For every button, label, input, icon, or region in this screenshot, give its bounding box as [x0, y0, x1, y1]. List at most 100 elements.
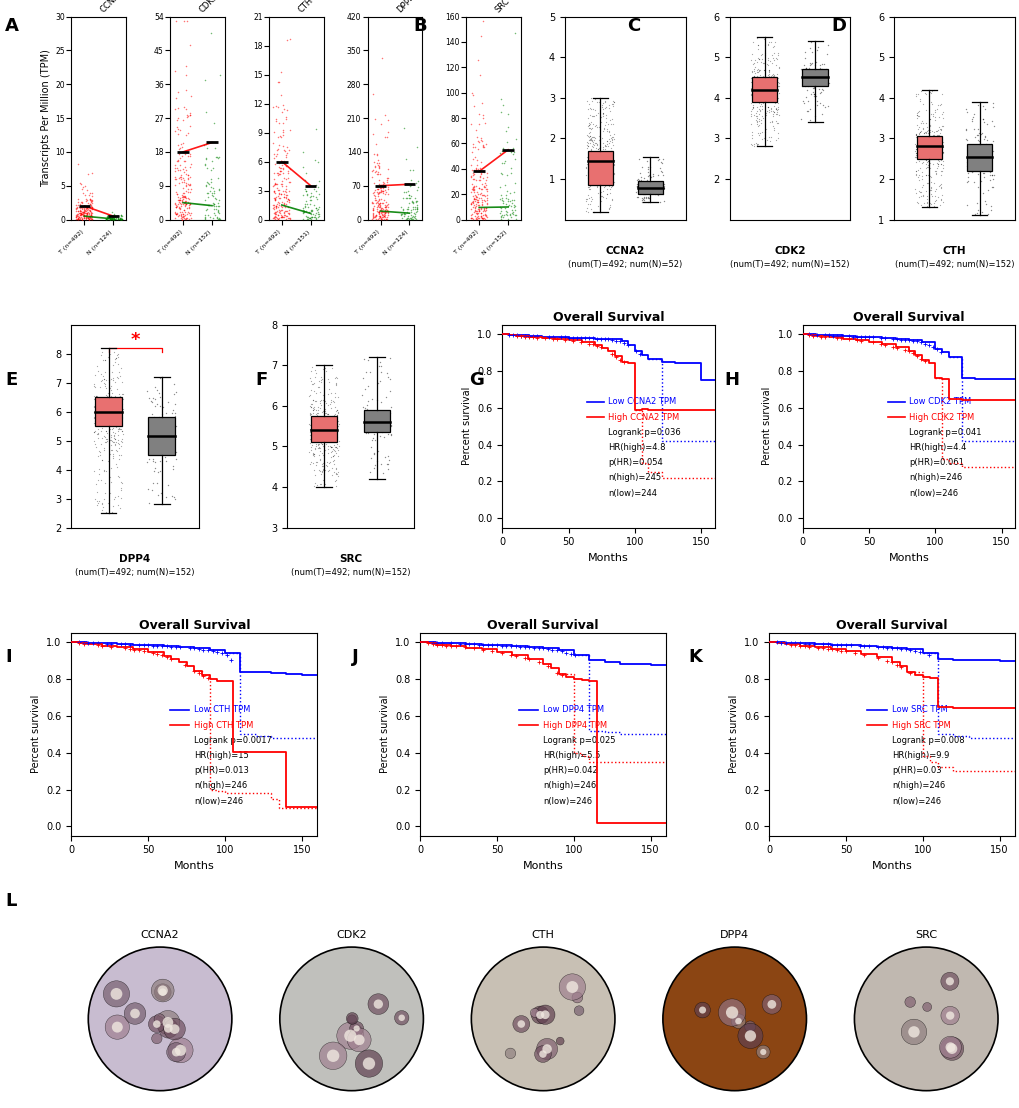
Point — [743, 62, 759, 80]
Point — [928, 122, 945, 140]
Point — [744, 90, 760, 107]
Point — [757, 86, 773, 104]
Point — [271, 163, 287, 181]
Point — [103, 459, 119, 476]
Point — [298, 207, 314, 225]
Point — [581, 132, 597, 150]
Point — [326, 388, 342, 406]
Point — [82, 191, 98, 208]
Point — [373, 363, 389, 381]
Point — [273, 172, 289, 189]
Point — [742, 135, 758, 153]
Point — [280, 191, 297, 208]
Point — [926, 122, 943, 140]
Point — [70, 209, 87, 227]
Point — [582, 134, 598, 152]
Point — [582, 155, 598, 173]
Point — [910, 102, 926, 120]
Point — [173, 171, 190, 188]
Point — [631, 150, 647, 167]
Point — [603, 130, 620, 147]
Point — [356, 408, 372, 425]
Point — [501, 192, 518, 209]
Point — [110, 434, 126, 452]
Point — [84, 198, 100, 216]
Point — [274, 165, 290, 183]
Bar — [364, 410, 390, 432]
Point — [403, 211, 419, 228]
Circle shape — [151, 979, 174, 1002]
Circle shape — [698, 1006, 705, 1014]
Point — [965, 120, 981, 137]
Point — [86, 397, 102, 414]
Point — [273, 207, 289, 225]
Point — [319, 458, 335, 475]
Point — [596, 150, 612, 167]
Point — [70, 198, 87, 216]
Point — [763, 112, 780, 130]
Point — [378, 209, 394, 227]
Point — [371, 208, 387, 226]
Point — [303, 453, 319, 471]
Point — [581, 165, 597, 183]
Point — [311, 463, 327, 481]
Point — [600, 153, 616, 171]
Point — [756, 30, 772, 48]
Point — [266, 203, 282, 220]
Point — [404, 211, 420, 228]
Point — [600, 134, 616, 152]
Point — [958, 131, 974, 148]
Point — [279, 138, 296, 156]
Point — [90, 420, 106, 438]
Point — [379, 447, 395, 464]
Point — [82, 195, 98, 213]
Point — [314, 403, 330, 421]
Point — [179, 209, 196, 227]
Point — [87, 378, 103, 396]
Point — [171, 140, 187, 157]
Point — [313, 371, 329, 389]
Point — [76, 202, 93, 219]
Point — [919, 143, 935, 161]
Point — [198, 150, 214, 167]
Point — [756, 105, 772, 123]
Point — [793, 61, 809, 79]
Point — [370, 157, 386, 175]
Point — [86, 378, 102, 396]
Point — [321, 454, 337, 472]
Point — [266, 205, 282, 223]
Point — [759, 74, 775, 92]
Point — [763, 45, 780, 63]
Point — [934, 116, 951, 134]
Point — [976, 127, 993, 145]
Point — [932, 85, 949, 103]
Point — [317, 392, 333, 410]
Point — [404, 193, 420, 211]
Point — [87, 490, 103, 507]
Point — [471, 201, 487, 218]
Point — [380, 413, 396, 431]
Point — [759, 50, 775, 68]
Point — [104, 363, 120, 381]
Point — [586, 165, 602, 183]
Point — [492, 207, 508, 225]
Point — [93, 389, 109, 407]
Point — [476, 163, 492, 181]
Point — [174, 170, 191, 187]
Point — [797, 60, 813, 78]
Point — [114, 403, 130, 421]
Point — [275, 206, 291, 224]
Point — [590, 152, 606, 170]
Point — [371, 204, 387, 222]
Point — [326, 407, 342, 424]
Point — [580, 163, 596, 181]
Point — [105, 356, 121, 373]
Point — [311, 419, 327, 437]
Text: CCNA2: CCNA2 — [605, 246, 644, 256]
Point — [112, 209, 128, 227]
Point — [82, 191, 98, 208]
Point — [102, 381, 118, 399]
Point — [923, 138, 940, 156]
Point — [376, 207, 392, 225]
Point — [270, 154, 286, 172]
